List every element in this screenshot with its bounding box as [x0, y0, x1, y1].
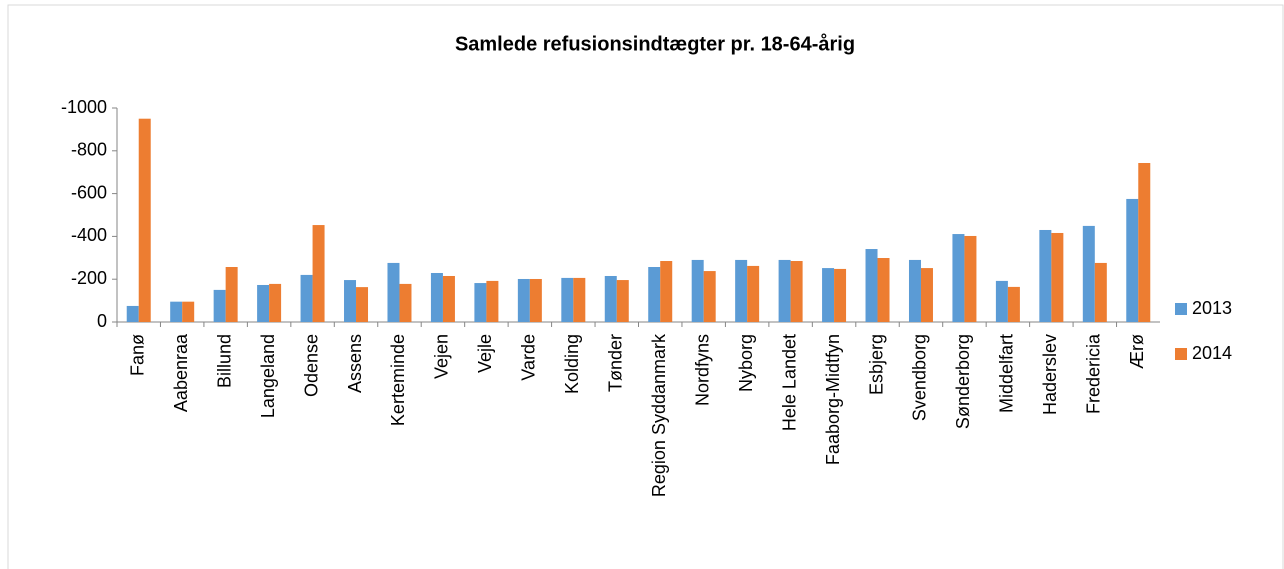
bar [1039, 229, 1052, 322]
bar [225, 267, 238, 322]
x-tick-label: Kolding [562, 334, 582, 394]
x-tick-label: Nordfyns [692, 334, 712, 406]
x-tick-label: Vejle [475, 334, 495, 373]
bar [573, 277, 586, 322]
bar [648, 267, 661, 322]
legend-label: 2013 [1192, 298, 1232, 318]
legend-label: 2014 [1192, 343, 1232, 363]
legend-swatch [1175, 303, 1187, 315]
x-tick-label: Vejen [432, 334, 452, 379]
bar [908, 259, 921, 322]
bar [995, 280, 1008, 322]
bar [604, 275, 617, 322]
x-tick-label: Fanø [127, 334, 147, 376]
bar [561, 277, 574, 322]
x-tick-label: Odense [301, 334, 321, 397]
bar [691, 259, 704, 322]
y-tick-label: -600 [71, 182, 107, 202]
bar [822, 268, 835, 322]
x-tick-label: Haderslev [1040, 334, 1060, 415]
bar [138, 118, 151, 322]
x-tick-label: Varde [519, 334, 539, 381]
chart-title: Samlede refusionsindtægter pr. 18-64-åri… [455, 32, 855, 55]
bar [269, 283, 282, 322]
bar [430, 272, 443, 322]
x-tick-label: Kerteminde [388, 334, 408, 426]
x-tick-label: Faaborg-Midtfyn [823, 334, 843, 465]
y-tick-label: -800 [71, 140, 107, 160]
bar [778, 259, 791, 322]
bar [356, 287, 369, 322]
bar [474, 283, 487, 322]
x-tick-label: Langeland [258, 334, 278, 418]
bar [126, 305, 139, 322]
bar [170, 301, 183, 322]
x-tick-label: Assens [345, 334, 365, 393]
bar [257, 284, 270, 322]
bar [387, 262, 400, 322]
bar [747, 265, 760, 322]
x-tick-label: Sønderborg [953, 334, 973, 429]
x-tick-label: Esbjerg [866, 334, 886, 395]
bar [486, 280, 499, 322]
bar [1007, 286, 1020, 322]
y-tick-label: -400 [71, 225, 107, 245]
x-tick-label: Tønder [606, 334, 626, 392]
bar [442, 275, 455, 322]
x-tick-label: Billund [214, 334, 234, 388]
bar [182, 301, 195, 322]
chart-border [7, 4, 1284, 569]
bar [517, 278, 530, 322]
bar [964, 235, 977, 322]
x-tick-label: Hele Landet [779, 334, 799, 431]
x-tick-label: Svendborg [910, 334, 930, 421]
bar [616, 280, 629, 322]
bar [952, 234, 965, 322]
bar [790, 261, 803, 322]
bar [300, 274, 313, 322]
bar [344, 280, 357, 322]
bar [834, 268, 847, 322]
legend-swatch [1175, 348, 1187, 360]
y-tick-label: -1000 [61, 97, 107, 117]
bar [1138, 162, 1151, 322]
bar [1051, 232, 1064, 322]
bar [1094, 262, 1107, 322]
bar [660, 261, 673, 322]
bar [1082, 225, 1095, 322]
x-tick-label: Aabenraa [171, 333, 191, 412]
bar [703, 271, 716, 322]
bar [312, 225, 325, 322]
x-tick-label: Middelfart [997, 334, 1017, 413]
bar [877, 258, 890, 322]
bar [1126, 198, 1139, 322]
bar [865, 249, 878, 322]
bar [213, 289, 226, 322]
bar [529, 278, 542, 322]
x-tick-label: Nyborg [736, 334, 756, 392]
bar [735, 259, 748, 322]
bar [399, 283, 412, 322]
x-tick-label: Ærø [1127, 334, 1147, 369]
x-tick-label: Region Syddanmark [649, 333, 669, 497]
y-tick-label: 0 [97, 311, 107, 331]
bar [920, 268, 933, 322]
x-tick-label: Fredericia [1084, 333, 1104, 414]
y-tick-label: -200 [71, 268, 107, 288]
